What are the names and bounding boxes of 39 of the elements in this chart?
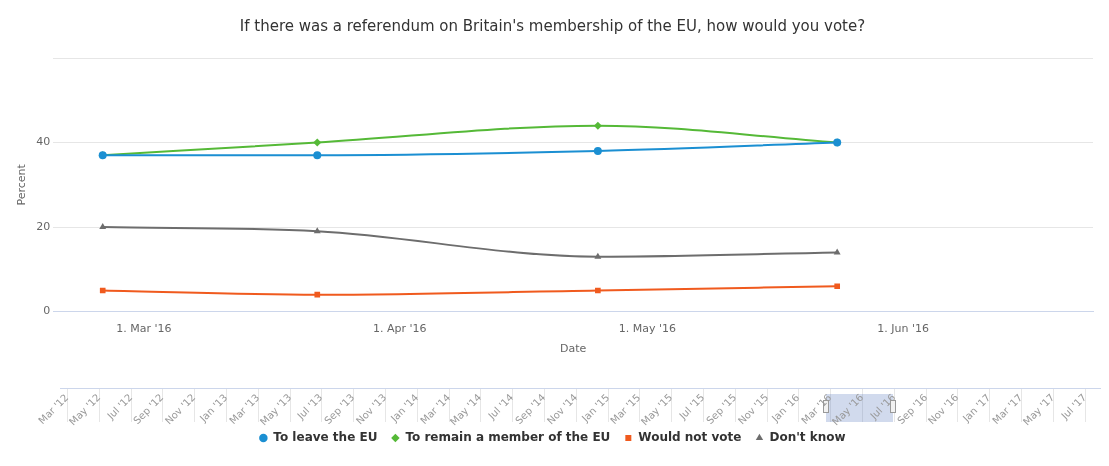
x-tick-label: 1. Mar '16 bbox=[116, 322, 172, 336]
point bbox=[313, 227, 321, 234]
point bbox=[593, 121, 602, 130]
y-axis-title: Percent bbox=[15, 163, 29, 206]
x-tick-label: 1. Apr '16 bbox=[373, 322, 427, 336]
text: Jan '13 bbox=[197, 391, 230, 425]
text: Jan '17 bbox=[960, 391, 993, 425]
text: Jul '15 bbox=[677, 391, 707, 422]
point bbox=[313, 151, 322, 160]
x-tick-label: 1. Jun '16 bbox=[877, 322, 930, 336]
legend-label: Don't know bbox=[769, 430, 846, 445]
y-tick-label: 20 bbox=[36, 219, 51, 233]
point bbox=[593, 146, 602, 155]
y-tick-label: 0 bbox=[43, 304, 51, 318]
point bbox=[99, 287, 106, 294]
text: May '15 bbox=[639, 391, 676, 429]
text: Jul '17 bbox=[1058, 391, 1089, 422]
text: Nov '16 bbox=[926, 391, 962, 428]
text: May '16 bbox=[829, 391, 867, 429]
legend-label: Would not vote bbox=[638, 430, 742, 445]
point bbox=[313, 138, 322, 147]
x-tick-label: 1. May '16 bbox=[618, 322, 676, 336]
text: May '14 bbox=[448, 391, 485, 429]
point bbox=[314, 291, 321, 298]
point bbox=[595, 287, 601, 294]
point bbox=[99, 223, 107, 230]
text: May '13 bbox=[257, 391, 294, 429]
y-tick-label: 40 bbox=[36, 135, 51, 149]
point bbox=[594, 252, 602, 259]
point bbox=[834, 283, 840, 290]
chart-title: If there was a referendum on Britain's membership of the EU, how would you vote? bbox=[239, 16, 866, 35]
legend-label: To remain a member of the EU bbox=[405, 430, 611, 445]
text: Jul '13 bbox=[295, 391, 325, 422]
text: May '17 bbox=[1020, 391, 1058, 429]
x-axis-title: Date bbox=[559, 342, 587, 356]
text: Jan '14 bbox=[388, 391, 421, 425]
text: Jan '16 bbox=[770, 391, 802, 425]
legend-label: To leave the EU bbox=[273, 430, 378, 445]
text: Jul '14 bbox=[486, 391, 516, 422]
